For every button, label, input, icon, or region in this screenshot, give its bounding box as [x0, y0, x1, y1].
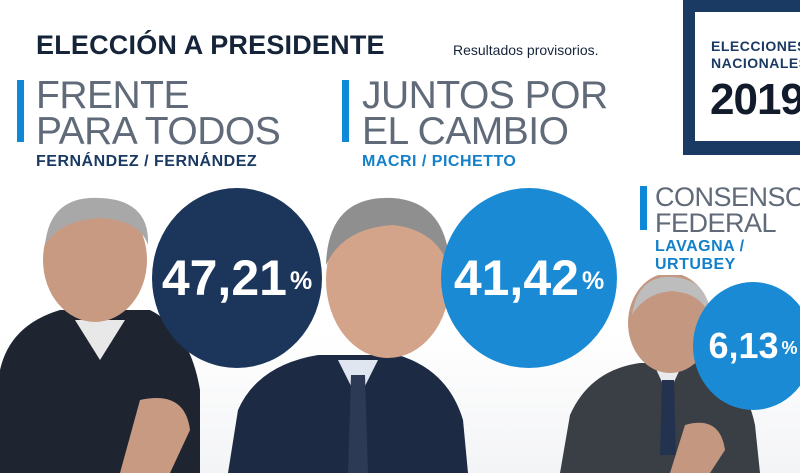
- candidate-photo-macri: [228, 197, 468, 473]
- party-name-line-1: JUNTOS POR: [362, 74, 608, 117]
- percentage-value: 6,13: [708, 325, 779, 366]
- candidate-photo-fernandez: [0, 197, 200, 473]
- logo-line-1: ELECCIONES: [711, 38, 800, 54]
- percentage-value: 41,42: [453, 250, 579, 306]
- candidate-names-line-1: LAVAGNA /: [655, 238, 745, 255]
- party-accent-bar: [17, 80, 24, 142]
- party-name-line-2: PARA TODOS: [36, 110, 281, 153]
- percent-sign: %: [781, 338, 798, 359]
- page-subtitle: Resultados provisorios.: [453, 42, 599, 58]
- party-name-line-1: FRENTE: [36, 74, 190, 117]
- party-accent-bar: [342, 80, 349, 142]
- party-name-frente: FRENTE PARA TODOS: [36, 74, 281, 153]
- percent-sign: %: [581, 267, 605, 296]
- percent-sign: %: [289, 267, 313, 296]
- candidate-names-macri: MACRI / PICHETTO: [362, 153, 517, 170]
- percentage-circle-lavagna: 6,13%: [693, 282, 800, 410]
- page-title: ELECCIÓN A PRESIDENTE: [36, 30, 385, 60]
- logo-line-2: NACIONALES: [711, 55, 800, 71]
- party-name-consenso: CONSENSO FEDERAL: [655, 182, 800, 238]
- candidate-names-line-2: URTUBEY: [655, 256, 736, 273]
- party-name-line-2: FEDERAL: [655, 208, 777, 238]
- party-name-line-2: EL CAMBIO: [362, 110, 569, 153]
- logo-year: 2019: [710, 75, 800, 124]
- candidate-names-fernandez: FERNÁNDEZ / FERNÁNDEZ: [36, 153, 258, 170]
- party-name-line-1: CONSENSO: [655, 182, 800, 212]
- candidate-names-lavagna: LAVAGNA / URTUBEY: [655, 238, 745, 274]
- percentage-circle-fernandez: 47,21%: [152, 188, 322, 368]
- percentage-value: 47,21: [161, 250, 287, 306]
- logo-panel: [695, 12, 800, 141]
- party-name-juntos: JUNTOS POR EL CAMBIO: [362, 74, 608, 153]
- percentage-circle-macri: 41,42%: [441, 188, 617, 368]
- elecciones-logo: ELECCIONES NACIONALES 2019: [683, 0, 800, 155]
- party-accent-bar: [640, 186, 647, 230]
